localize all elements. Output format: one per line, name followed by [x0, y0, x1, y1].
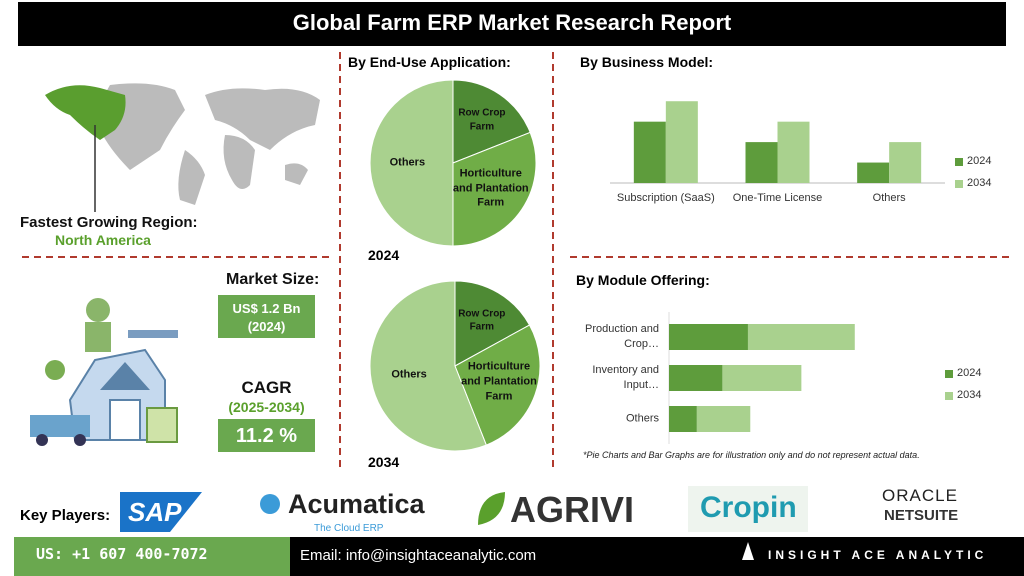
- cagr-period: (2025-2034): [228, 399, 305, 415]
- footer-black: [290, 537, 1024, 576]
- x-tick-label: Subscription (SaaS): [616, 192, 715, 204]
- pie-title: By End-Use Application:: [348, 54, 511, 70]
- pie-slice: [369, 79, 454, 247]
- pie-slice: [454, 280, 531, 367]
- header-bar: [18, 2, 1006, 46]
- y-tick-label: Inventory and Input…: [592, 364, 659, 391]
- bar-title: By Business Model:: [580, 54, 714, 70]
- x-tick-label: One-Time License: [732, 192, 823, 204]
- pie-year: 2034: [368, 454, 400, 470]
- legend-swatch: [945, 392, 953, 400]
- acumatica-logo: [260, 494, 280, 514]
- slice-label: Others: [391, 368, 427, 381]
- cropin-logo: [688, 486, 808, 532]
- title: Global Farm ERP Market Research Report: [292, 10, 732, 35]
- slice-label: Horticulture and Plantation Farm: [461, 360, 537, 403]
- pie-slice: [454, 324, 541, 446]
- legend-label: 2024: [957, 367, 982, 379]
- brand: INSIGHT ACE ANALYTIC: [768, 548, 988, 562]
- brand-icon: [742, 542, 754, 560]
- pie-slice: [369, 280, 487, 452]
- slice-label: Row Crop Farm: [458, 308, 506, 333]
- legend-swatch: [955, 158, 963, 166]
- logo: Acumatica: [288, 489, 425, 519]
- y-tick-label: Production and Crop…: [585, 323, 659, 350]
- cagr-box: [218, 419, 315, 452]
- dividers: [22, 52, 1010, 470]
- footer-green: [14, 537, 290, 576]
- logo: NETSUITE: [884, 507, 959, 524]
- phone: US: +1 607 400-7072: [36, 545, 208, 563]
- bar-title: By Module Offering:: [576, 272, 710, 288]
- x-tick-label: Others: [872, 192, 906, 204]
- slice-label: Others: [389, 156, 426, 169]
- bar-segment: [669, 406, 697, 432]
- email: Email: info@insightaceanalytic.com: [300, 547, 537, 564]
- logo: The Cloud ERP: [314, 523, 384, 534]
- slice-label: Row Crop Farm: [458, 107, 506, 133]
- bar: [633, 121, 666, 183]
- bar-segment: [669, 365, 723, 391]
- size-year: (2024): [247, 319, 286, 334]
- cagr-label: CAGR: [241, 378, 292, 397]
- bar-segment: [747, 324, 855, 350]
- legend-label: 2024: [967, 155, 992, 167]
- bar: [665, 101, 698, 183]
- bar-segment: [722, 365, 802, 391]
- farm-illustration: [30, 298, 178, 446]
- logo: Cropin: [700, 491, 797, 524]
- note: *Pie Charts and Bar Graphs are for illus…: [583, 450, 920, 460]
- pie-slice: [452, 79, 531, 164]
- agrivi-leaf: [478, 492, 505, 525]
- legend-label: 2034: [967, 177, 992, 189]
- sap-logo: [120, 492, 202, 532]
- region-label: Fastest Growing Region:: [20, 214, 198, 231]
- bar: [777, 121, 810, 183]
- legend-swatch: [955, 180, 963, 188]
- bar: [889, 142, 922, 183]
- logo: AGRIVI: [510, 489, 635, 530]
- bar: [857, 162, 890, 183]
- legend-label: 2034: [957, 389, 982, 401]
- y-tick-label: Others: [625, 412, 659, 425]
- pie-year: 2024: [368, 247, 400, 263]
- legend-swatch: [945, 370, 953, 378]
- region-value: North America: [55, 232, 151, 248]
- size-label: Market Size:: [226, 271, 320, 288]
- size-value: US$ 1.2 Bn: [232, 301, 301, 316]
- cagr-value: 11.2 %: [235, 425, 298, 447]
- key-players-label: Key Players:: [20, 507, 111, 524]
- bar: [745, 142, 778, 183]
- logo: ORACLE: [882, 486, 958, 505]
- slice-label: Horticulture and Plantation Farm: [452, 167, 529, 210]
- world-map: [45, 83, 320, 212]
- size-box: [218, 295, 315, 338]
- bar-segment: [696, 406, 751, 432]
- pie-slice: [452, 131, 537, 247]
- bar-segment: [669, 324, 748, 350]
- logo: SAP: [128, 497, 182, 527]
